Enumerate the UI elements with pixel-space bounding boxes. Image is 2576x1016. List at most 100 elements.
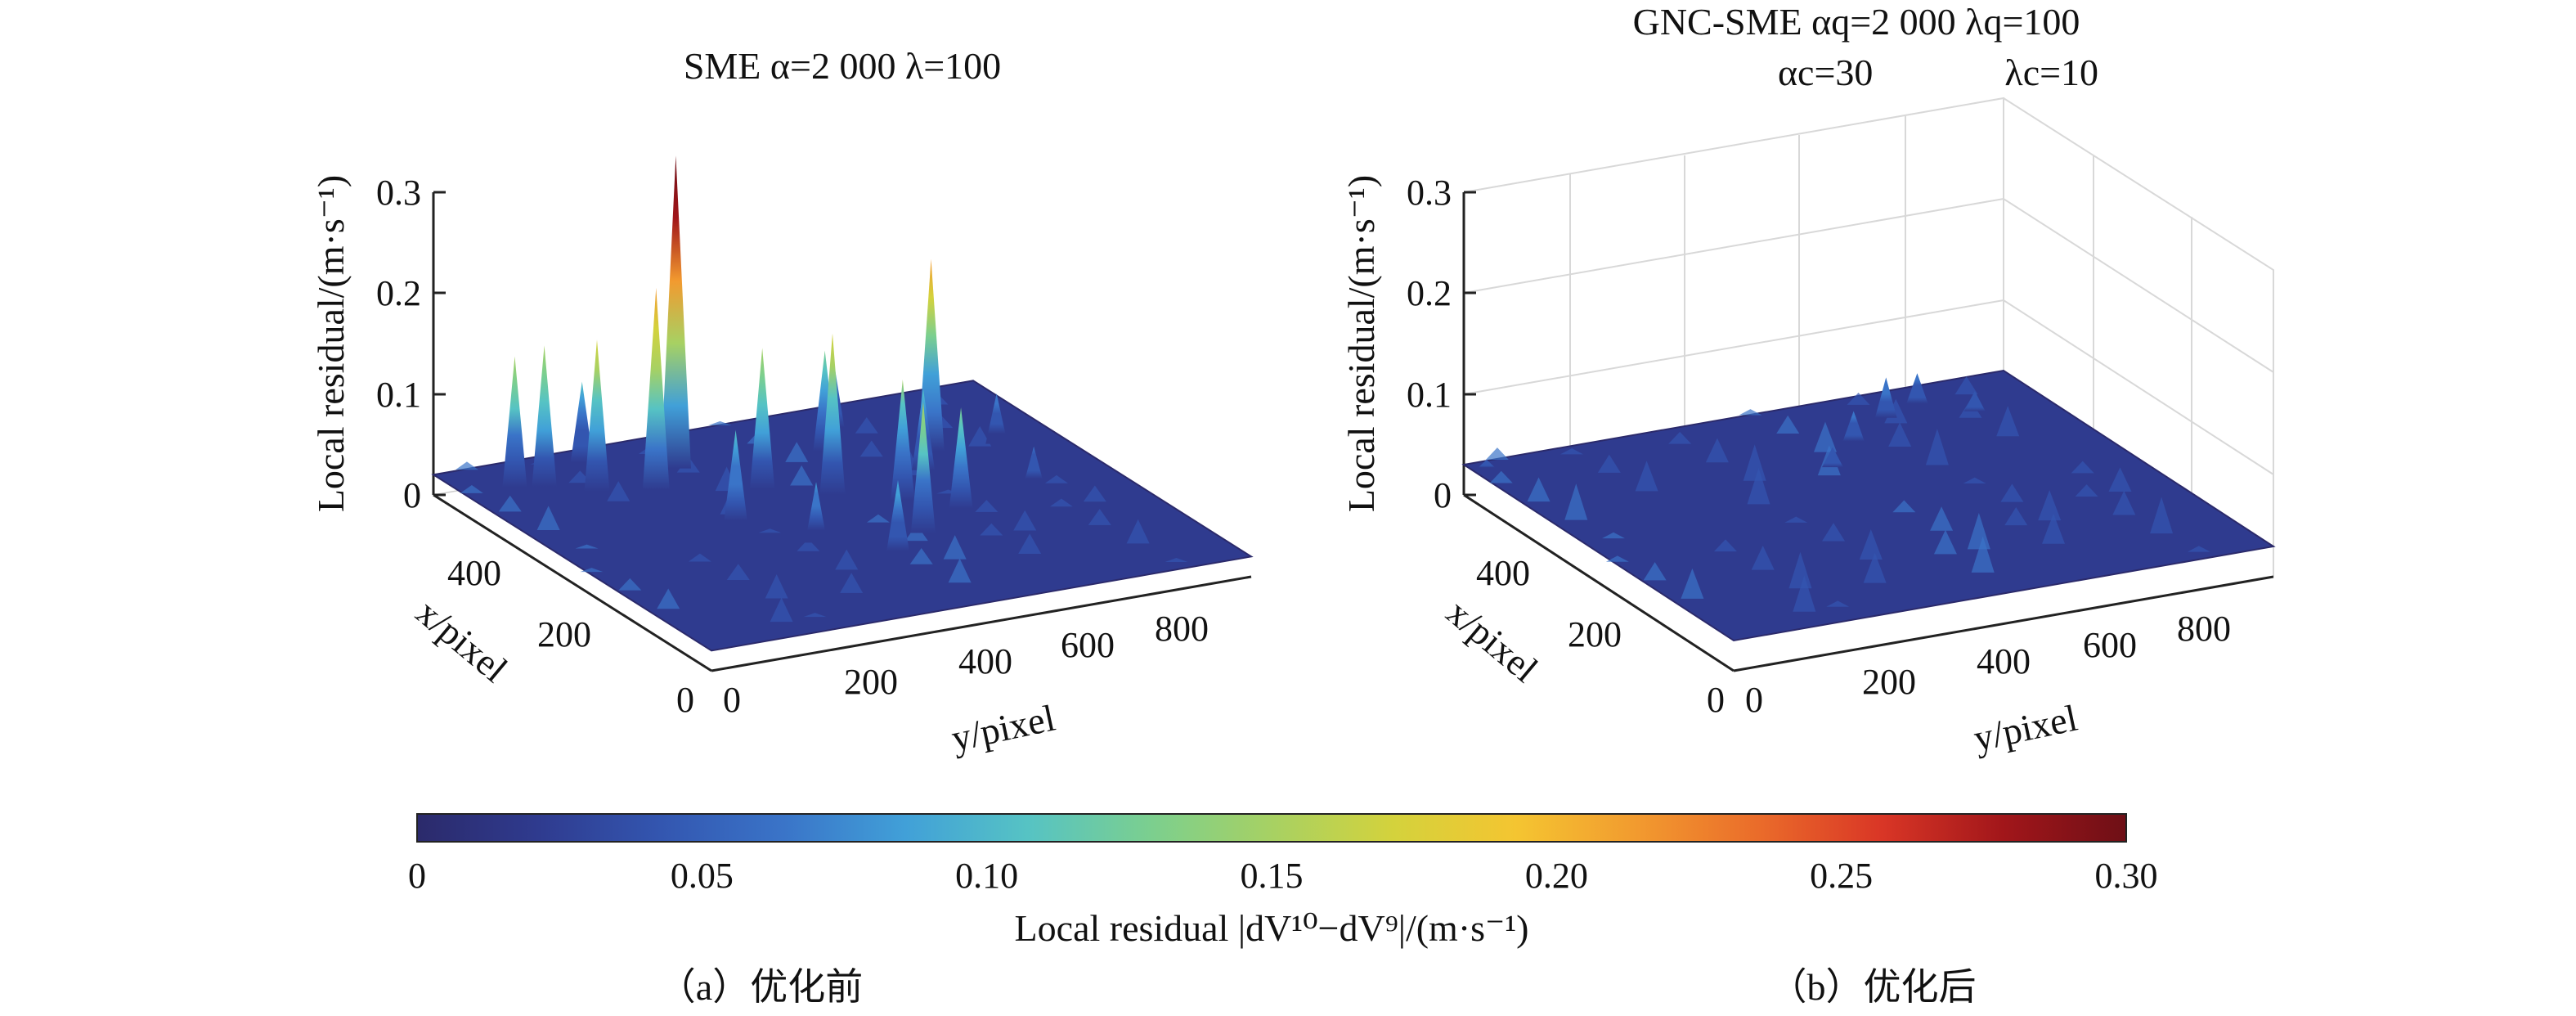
surface-bump [948, 558, 972, 583]
surface-bump [1049, 498, 1073, 507]
surface-bump [1847, 393, 1870, 405]
surface-bump [855, 416, 878, 434]
surface-bump [866, 514, 890, 523]
surface-bump [1747, 467, 1770, 505]
surface-bump [1813, 421, 1837, 452]
surface-bump [1925, 429, 1949, 465]
panel-a-floor-front-edge [711, 575, 1252, 672]
colorbar: 0 0.05 0.10 0.15 0.20 0.25 0.30 Local residual… [408, 813, 2158, 949]
panel-a-y-tick-label-4: 800 [1155, 609, 1209, 649]
surface-bump [536, 506, 560, 530]
panel-a-y-tick-label-3: 600 [1061, 625, 1115, 665]
colorbar-tick-label: 0 [408, 856, 426, 896]
surface-bump [1751, 546, 1775, 570]
surface-bump [1776, 415, 1800, 434]
surface-bump [840, 573, 864, 593]
panel-b-y-axis-label: y/pixel [1970, 697, 2081, 759]
surface-bump [2004, 506, 2028, 526]
panel-b-floor-front-edge [1733, 575, 2274, 672]
surface-peak [642, 288, 670, 490]
panel-a-y-tick-label-1: 200 [844, 662, 898, 702]
surface-bump [765, 573, 788, 599]
surface-bump [835, 549, 859, 570]
surface-bump [1888, 422, 1912, 447]
panel-b-floor-left-edge [1463, 493, 1735, 672]
surface-bump [975, 500, 999, 512]
surface-bump [785, 442, 809, 462]
surface-bump [708, 420, 732, 425]
surface-peak [1842, 411, 1865, 442]
panel-b-y-tick-label-0: 0 [1745, 680, 1763, 720]
surface-bump [1635, 461, 1658, 492]
panel-b: GNC-SME αq=2 000 λq=100 αc=30 λc=10 [1340, 1, 2276, 759]
caption-b: （b）优化后 [1770, 966, 1977, 1008]
panel-b-axes [1462, 191, 2274, 672]
surface-bump [909, 547, 933, 564]
surface-bump [2042, 513, 2066, 544]
panel-b-z-axis-label: Local residual/(m·s⁻¹) [1340, 175, 1382, 512]
panel-b-grid-back-wall [1463, 97, 2004, 401]
surface-bump [455, 461, 478, 470]
surface-bump [1643, 562, 1667, 581]
surface-bump [726, 564, 750, 580]
panel-b-surface [1461, 369, 2276, 642]
panel-a-surface [431, 155, 1254, 652]
surface-peak [886, 480, 909, 551]
panel-b-z-tick-label-2: 0.2 [1407, 273, 1452, 313]
surface-bump [1930, 506, 1954, 531]
surface-bump [1793, 575, 1816, 612]
surface-bump [657, 588, 680, 609]
colorbar-tick-label: 0.25 [1810, 856, 1873, 896]
panel-b-title-line2: αc=30 λc=10 [1778, 52, 2098, 93]
surface-peak [949, 407, 973, 509]
panel-b-x-axis-label: x/pixel [1439, 591, 1546, 690]
panel-a-y-axis-label: y/pixel [948, 697, 1059, 759]
colorbar-tick-label: 0.15 [1241, 856, 1304, 896]
surface-bump [1739, 409, 1762, 416]
surface-bump [618, 578, 642, 591]
surface-peak [891, 379, 915, 501]
surface-bump [1044, 474, 1068, 483]
colorbar-ticks: 0 0.05 0.10 0.15 0.20 0.25 0.30 [408, 856, 2158, 896]
colorbar-tick-label: 0.30 [2095, 856, 2158, 896]
panel-a-y-tick-label-0: 0 [723, 680, 741, 720]
surface-peak [724, 429, 747, 521]
surface-bump [797, 538, 820, 551]
panel-b-y-tick-label-3: 600 [2083, 625, 2137, 665]
surface-bump [1126, 519, 1150, 544]
surface-peak [1906, 373, 1928, 404]
colorbar-tick-label: 0.05 [671, 856, 734, 896]
surface-bump [1826, 600, 1850, 607]
surface-bump [1713, 539, 1737, 552]
surface-bump [1668, 431, 1692, 444]
panel-a-z-tick-label-1: 0.1 [376, 375, 421, 415]
surface-bump [2000, 483, 2024, 502]
surface-bump [1088, 509, 1111, 525]
surface-bump [1933, 529, 1957, 555]
panel-a-x-axis-label: x/pixel [409, 591, 516, 690]
panel-a-x-tick-label-0: 0 [676, 680, 694, 720]
surface-bump [1597, 454, 1621, 473]
surface-bump [498, 495, 522, 512]
panel-b-z-tick-label-3: 0.3 [1407, 173, 1452, 213]
surface-floor [1461, 369, 2276, 642]
caption-a: （a）优化前 [658, 966, 863, 1008]
surface-bump [2150, 497, 2174, 534]
panel-b-z-tick-label-1: 0.1 [1407, 375, 1452, 415]
surface-peak [985, 393, 1008, 444]
surface-peak [660, 155, 691, 469]
surface-bump [1605, 555, 1629, 562]
surface-bump [1527, 477, 1551, 502]
surface-bump [607, 481, 631, 501]
panel-a-z-axis-label: Local residual/(m·s⁻¹) [310, 175, 352, 512]
surface-bump [1954, 375, 1978, 395]
surface-bump [1743, 444, 1766, 481]
surface-peak [1963, 391, 1986, 411]
panel-a: SME α=2 000 λ=100 0 0.1 0.2 0.3 Local re… [310, 45, 1254, 759]
surface-bump [1165, 558, 1188, 562]
panel-a-x-tick-label-1: 200 [537, 614, 591, 654]
surface-bump [1560, 447, 1584, 455]
panel-a-z-tick-label-2: 0.2 [376, 273, 421, 313]
surface-bump [790, 465, 814, 486]
